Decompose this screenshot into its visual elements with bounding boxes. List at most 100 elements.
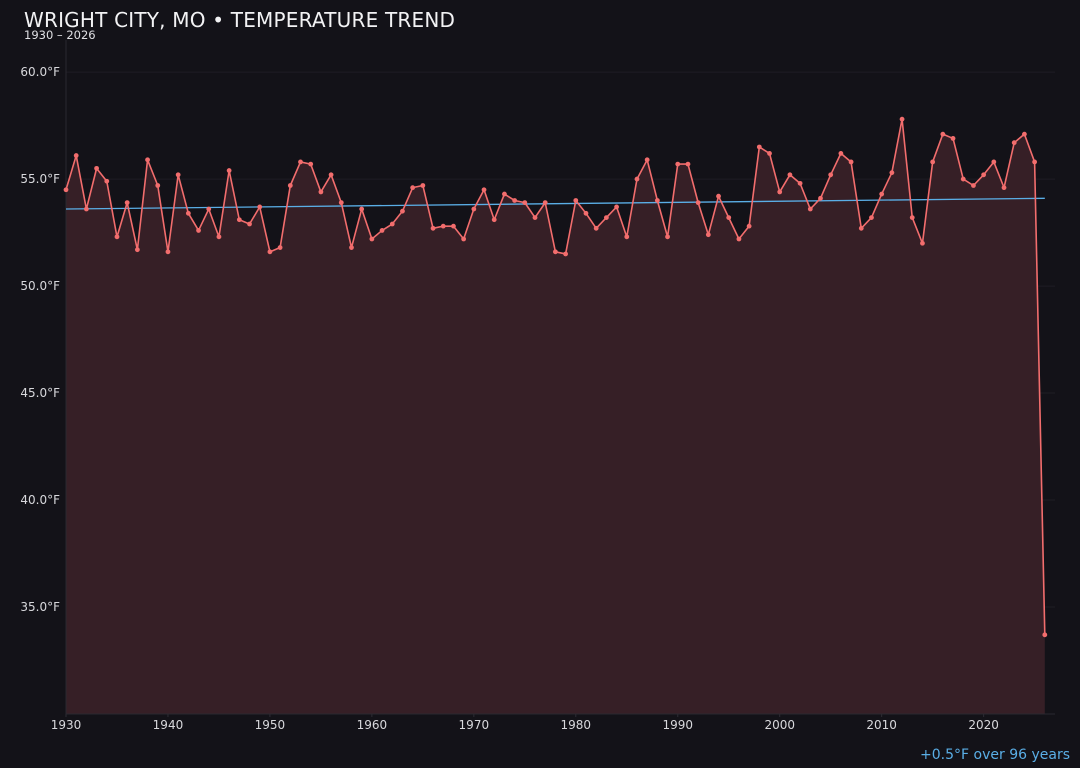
data-point: [736, 236, 742, 242]
data-point: [889, 170, 895, 176]
x-tick-label: 1990: [662, 718, 693, 732]
data-point: [318, 189, 324, 195]
data-point: [267, 249, 273, 255]
x-tick-label: 1930: [51, 718, 82, 732]
data-point: [960, 176, 966, 182]
data-point: [532, 215, 538, 220]
data-point: [328, 172, 334, 178]
data-point: [909, 215, 915, 220]
data-point: [63, 187, 69, 193]
data-point: [216, 234, 222, 240]
data-point: [930, 159, 936, 165]
data-point: [481, 187, 487, 193]
data-point: [848, 159, 854, 165]
data-point: [369, 236, 375, 242]
x-tick-label: 1980: [561, 718, 592, 732]
data-point: [349, 245, 354, 250]
area-fill: [66, 119, 1045, 714]
data-point: [226, 168, 232, 173]
x-tick-label: 1970: [459, 718, 490, 732]
data-point: [695, 200, 701, 206]
data-point: [175, 172, 181, 178]
data-point: [573, 198, 579, 203]
data-point: [308, 161, 314, 167]
data-point: [654, 198, 660, 203]
y-tick-label: 55.0°F: [20, 172, 60, 186]
x-tick-label: 2010: [866, 718, 897, 732]
y-tick-label: 45.0°F: [20, 386, 60, 400]
data-point: [1011, 140, 1017, 146]
data-point: [624, 234, 630, 240]
y-tick-label: 40.0°F: [20, 493, 60, 507]
data-point: [277, 245, 283, 250]
data-point: [828, 172, 834, 178]
data-point: [869, 215, 874, 220]
data-point: [114, 234, 120, 240]
data-point: [593, 225, 599, 231]
data-point: [634, 176, 640, 182]
data-point: [83, 206, 89, 212]
data-point: [461, 236, 467, 242]
data-point: [1042, 632, 1048, 638]
data-point: [1022, 131, 1027, 137]
x-tick-label: 2000: [764, 718, 795, 732]
data-point: [430, 225, 436, 231]
data-point: [400, 208, 405, 214]
data-point: [553, 249, 558, 255]
data-point: [583, 210, 589, 216]
data-point: [471, 206, 477, 212]
data-point: [920, 240, 925, 246]
data-point: [206, 206, 212, 212]
data-point: [940, 131, 946, 137]
data-point: [165, 249, 171, 255]
data-point: [746, 223, 752, 229]
data-point: [359, 206, 365, 212]
data-point: [298, 159, 303, 165]
data-point: [858, 225, 864, 231]
data-point: [185, 210, 191, 216]
data-point: [797, 180, 803, 186]
data-point: [196, 228, 201, 233]
data-point: [991, 159, 997, 165]
data-point: [756, 144, 762, 150]
data-point: [726, 215, 732, 220]
data-point: [981, 172, 987, 178]
data-point: [644, 157, 650, 163]
data-point: [1001, 185, 1007, 191]
data-point: [257, 204, 263, 210]
data-point: [104, 178, 110, 184]
data-point: [379, 228, 385, 233]
data-point: [777, 189, 783, 195]
data-point: [971, 183, 976, 188]
trend-line: [65, 197, 1045, 210]
data-point: [603, 215, 609, 220]
trend-annotation: +0.5°F over 96 years: [920, 747, 1070, 763]
data-point: [236, 217, 242, 223]
chart-subtitle: 1930 – 2026: [24, 28, 96, 42]
data-point: [247, 221, 252, 227]
data-point: [950, 136, 956, 141]
x-tick-label: 1960: [357, 718, 388, 732]
data-point: [440, 223, 446, 229]
data-point: [563, 251, 568, 257]
data-point: [685, 161, 691, 167]
area-fill-layer: [66, 119, 1045, 714]
x-tick-label: 1940: [153, 718, 184, 732]
data-point: [807, 206, 813, 212]
data-point: [705, 232, 711, 238]
data-point: [787, 172, 793, 178]
data-point: [899, 116, 905, 122]
data-point: [512, 198, 518, 203]
data-point: [124, 200, 130, 206]
data-point: [542, 200, 548, 206]
y-tick-label: 60.0°F: [20, 65, 60, 79]
data-point: [502, 191, 507, 197]
data-point: [491, 217, 497, 223]
data-point: [767, 151, 772, 156]
y-tick-label: 35.0°F: [20, 600, 60, 614]
data-point: [1032, 159, 1038, 165]
y-axis-ticks: 35.0°F 40.0°F 45.0°F 50.0°F 55.0°F 60.0°F: [20, 65, 60, 614]
data-point: [145, 157, 150, 163]
data-point: [155, 183, 161, 188]
